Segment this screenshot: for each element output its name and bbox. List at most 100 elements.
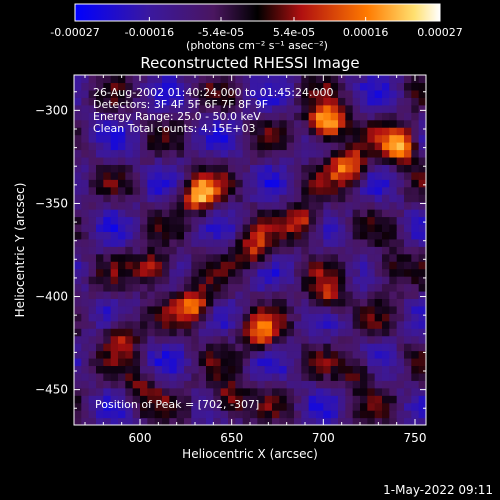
heatmap-cell	[74, 343, 82, 352]
heatmap-cell	[184, 328, 192, 337]
heatmap-cell	[338, 380, 346, 389]
heatmap-cell	[118, 156, 126, 165]
heatmap-cell	[418, 380, 426, 389]
heatmap-cell	[250, 372, 258, 381]
heatmap-cell	[162, 186, 170, 195]
heatmap-cell	[206, 112, 214, 121]
heatmap-cell	[286, 335, 295, 344]
heatmap-cell	[272, 186, 280, 195]
heatmap-cell	[330, 298, 339, 307]
heatmap-cell	[169, 238, 178, 247]
heatmap-cell	[125, 276, 134, 285]
heatmap-cell	[382, 127, 390, 136]
heatmap-cell	[154, 320, 163, 329]
heatmap-cell	[88, 417, 97, 425]
heatmap-cell	[418, 164, 426, 173]
heatmap-cell	[316, 320, 324, 329]
heatmap-cell	[88, 231, 97, 240]
heatmap-cell	[418, 119, 426, 128]
heatmap-cell	[272, 350, 280, 359]
heatmap-cell	[118, 119, 126, 128]
heatmap-cell	[228, 201, 236, 210]
heatmap-cell	[286, 365, 295, 374]
heatmap-cell	[220, 253, 229, 262]
heatmap-cell	[323, 201, 332, 210]
heatmap-cell	[286, 253, 295, 262]
heatmap-cell	[352, 201, 361, 210]
heatmap-cell	[198, 97, 207, 106]
heatmap-cell	[411, 179, 420, 188]
heatmap-cell	[103, 201, 112, 210]
heatmap-cell	[74, 156, 82, 165]
chart-title: Reconstructed RHESSI Image	[140, 54, 359, 72]
heatmap-cell	[338, 268, 346, 277]
heatmap-cell	[235, 134, 244, 143]
heatmap-cell	[191, 149, 200, 158]
heatmap-cell	[316, 134, 324, 143]
heatmap-cell	[162, 179, 170, 188]
heatmap-cell	[191, 402, 200, 411]
heatmap-cell	[184, 402, 192, 411]
heatmap-cell	[206, 179, 214, 188]
heatmap-cell	[140, 164, 148, 173]
heatmap-cell	[367, 231, 376, 240]
heatmap-cell	[330, 82, 339, 91]
heatmap-cell	[382, 357, 390, 367]
heatmap-cell	[264, 246, 273, 255]
heatmap-cell	[147, 246, 156, 255]
heatmap-cell	[132, 201, 141, 210]
heatmap-cell	[279, 276, 288, 285]
heatmap-cell	[220, 357, 229, 367]
heatmap-cell	[316, 82, 324, 91]
heatmap-cell	[228, 89, 236, 98]
heatmap-cell	[294, 253, 302, 262]
heatmap-cell	[110, 179, 119, 188]
heatmap-cell	[235, 268, 244, 277]
heatmap-cell	[206, 186, 214, 195]
heatmap-cell	[103, 97, 112, 106]
heatmap-cell	[367, 164, 376, 173]
heatmap-cell	[367, 335, 376, 344]
heatmap-cell	[140, 171, 148, 180]
heatmap-cell	[279, 186, 288, 195]
heatmap-cell	[228, 305, 236, 314]
heatmap-cell	[316, 142, 324, 151]
heatmap-cell	[272, 253, 280, 262]
heatmap-cell	[125, 387, 134, 396]
heatmap-cell	[242, 395, 251, 404]
heatmap-cell	[191, 127, 200, 136]
heatmap-cell	[250, 328, 258, 337]
heatmap-cell	[154, 134, 163, 143]
heatmap-cell	[345, 156, 354, 165]
heatmap-cell	[235, 410, 244, 419]
heatmap-cell	[374, 238, 383, 247]
heatmap-cell	[103, 112, 112, 121]
heatmap-cell	[338, 320, 346, 329]
heatmap-cell	[360, 156, 368, 165]
heatmap-cell	[404, 201, 412, 210]
heatmap-cell	[198, 283, 207, 292]
heatmap-cell	[110, 410, 119, 419]
heatmap-cell	[110, 164, 119, 173]
heatmap-cell	[132, 238, 141, 247]
heatmap-cell	[103, 372, 112, 381]
heatmap-cell	[382, 246, 390, 255]
heatmap-cell	[103, 171, 112, 180]
heatmap-cell	[338, 171, 346, 180]
heatmap-cell	[396, 350, 405, 359]
heatmap-cell	[272, 313, 280, 322]
heatmap-cell	[103, 149, 112, 158]
heatmap-cell	[382, 335, 390, 344]
heatmap-cell	[367, 417, 376, 425]
heatmap-cell	[242, 313, 251, 322]
heatmap-cell	[132, 97, 141, 106]
heatmap-cell	[272, 343, 280, 352]
heatmap-cell	[213, 320, 222, 329]
heatmap-cell	[81, 410, 90, 419]
heatmap-cell	[220, 82, 229, 91]
heatmap-cell	[330, 216, 339, 225]
heatmap-cell	[81, 134, 90, 143]
heatmap-cell	[272, 156, 280, 165]
heatmap-cell	[235, 283, 244, 292]
heatmap-cell	[81, 253, 90, 262]
